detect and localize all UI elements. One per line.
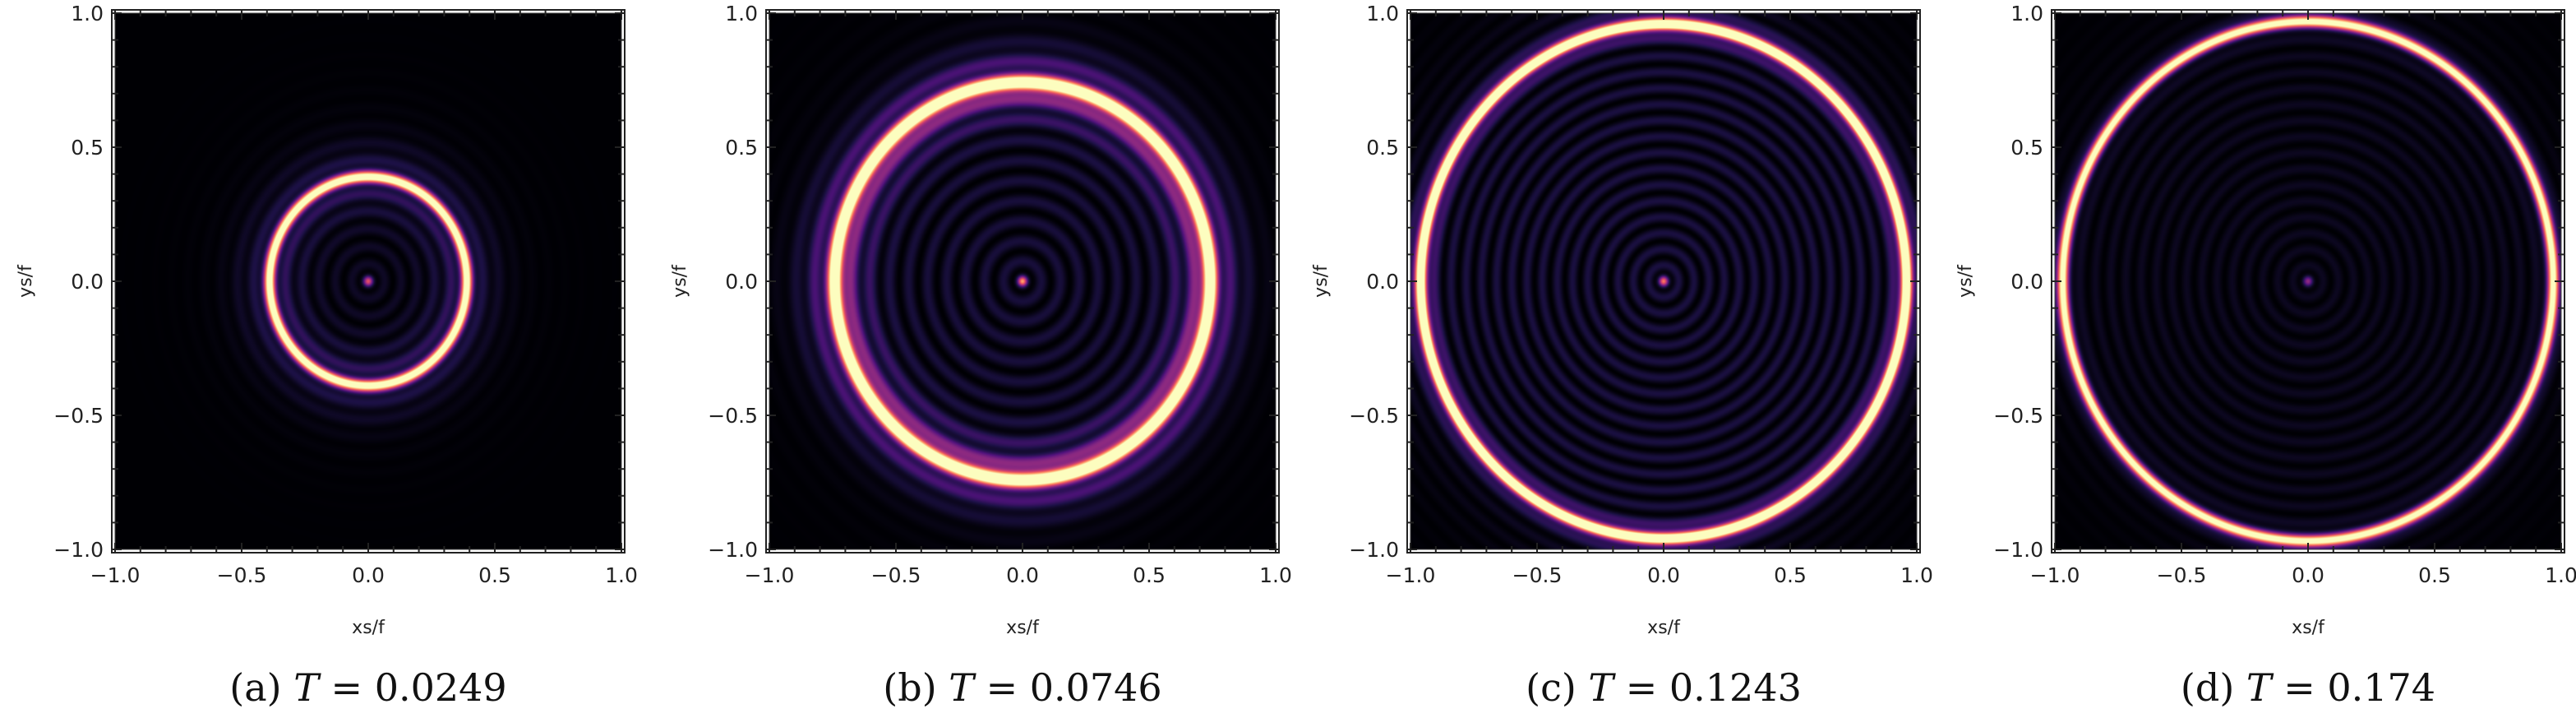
panel-d: −1.0 −0.5 0.0 0.5 1.0 −1.0 −0.5 0.0 0.5 1.0 xs/f ys…: [1955, 2, 2576, 710]
y-tick-label: 0.0: [1366, 270, 1399, 294]
intensity-map: [769, 13, 1276, 549]
caption-value: = 0.0746: [974, 665, 1162, 710]
y-tick-label: 1.0: [71, 2, 104, 25]
x-tick-label: −1.0: [90, 563, 141, 587]
ticks: [2052, 10, 2564, 553]
y-tick-label: 0.5: [2010, 136, 2043, 160]
x-tick-label: −0.5: [217, 563, 267, 587]
caption-value: = 0.1243: [1613, 665, 1802, 710]
y-tick-label: −1.0: [1349, 538, 1399, 562]
x-tick-label: 1.0: [1259, 563, 1292, 587]
y-tick-label: 0.0: [71, 270, 104, 294]
panel-caption: (d) T = 0.174: [2181, 665, 2435, 710]
panel-caption: (c) T = 0.1243: [1526, 665, 1802, 710]
x-axis-label: xs/f: [1647, 618, 1681, 638]
caption-label: (c): [1526, 665, 1588, 710]
x-tick-label: 0.5: [2418, 563, 2451, 587]
y-tick-label: 1.0: [725, 2, 758, 25]
panel-caption: (a) T = 0.0249: [229, 665, 506, 710]
y-tick-label: 1.0: [1366, 2, 1399, 25]
y-axis-label: ys/f: [1955, 264, 1976, 298]
caption-value: = 0.0249: [319, 665, 507, 710]
x-tick-label: 0.0: [1647, 563, 1680, 587]
y-tick-label: 0.0: [725, 270, 758, 294]
intensity-map: [2055, 13, 2561, 549]
x-tick-label: 0.5: [1774, 563, 1807, 587]
x-tick-label: −0.5: [871, 563, 921, 587]
caption-variable: T: [293, 665, 321, 710]
ticks: [112, 10, 625, 553]
x-tick-label: 0.0: [1006, 563, 1039, 587]
x-axis-label: xs/f: [1006, 618, 1040, 638]
x-tick-label: 0.5: [478, 563, 511, 587]
heatmap: [2055, 13, 2561, 549]
heatmap: [769, 13, 1276, 549]
ticks: [1407, 10, 1920, 553]
x-tick-label: −1.0: [2030, 563, 2080, 587]
y-tick-label: −0.5: [708, 404, 758, 428]
x-axis-label: xs/f: [352, 618, 385, 638]
caption-value: = 0.174: [2272, 665, 2435, 710]
x-tick-label: 0.0: [2292, 563, 2324, 587]
y-tick-label: −1.0: [53, 538, 104, 562]
caption-label: (a): [229, 665, 293, 710]
y-tick-label: −0.5: [1993, 404, 2043, 428]
x-axis-label: xs/f: [2292, 618, 2325, 638]
intensity-map: [1410, 13, 1917, 549]
y-axis-label: ys/f: [1311, 264, 1332, 298]
panel-a: −1.0 −0.5 0.0 0.5 1.0 −1.0 −0.5 0.0 0.5 1.0 xs/f ys…: [16, 2, 638, 710]
y-axis-label: ys/f: [16, 264, 36, 298]
y-tick-label: −1.0: [708, 538, 758, 562]
intensity-map: [115, 13, 621, 549]
x-tick-label: −1.0: [745, 563, 795, 587]
y-tick-label: 1.0: [2010, 2, 2043, 25]
y-tick-label: 0.5: [725, 136, 758, 160]
heatmap: [115, 13, 621, 549]
caption-label: (d): [2181, 665, 2246, 710]
y-tick-label: 0.5: [71, 136, 104, 160]
caption-label: (b): [883, 665, 949, 710]
x-tick-label: 0.0: [352, 563, 385, 587]
panel-c: −1.0 −0.5 0.0 0.5 1.0 −1.0 −0.5 0.0 0.5 1.0 xs/f ys…: [1311, 2, 1933, 710]
x-tick-label: 1.0: [1900, 563, 1933, 587]
caption-variable: T: [1588, 665, 1616, 710]
x-tick-label: 0.5: [1133, 563, 1166, 587]
caption-variable: T: [949, 665, 976, 710]
y-tick-label: 0.0: [2010, 270, 2043, 294]
panel-b: −1.0 −0.5 0.0 0.5 1.0 −1.0 −0.5 0.0 0.5 1.0 xs/f ys…: [670, 2, 1292, 710]
y-tick-label: −0.5: [1349, 404, 1399, 428]
x-tick-label: −0.5: [2157, 563, 2207, 587]
y-tick-label: 0.5: [1366, 136, 1399, 160]
x-tick-label: −0.5: [1512, 563, 1563, 587]
y-axis-label: ys/f: [670, 264, 690, 298]
y-tick-label: −1.0: [1993, 538, 2043, 562]
x-tick-label: 1.0: [605, 563, 638, 587]
caption-variable: T: [2246, 665, 2274, 710]
y-tick-label: −0.5: [53, 404, 104, 428]
heatmap: [1410, 13, 1917, 549]
panel-caption: (b) T = 0.0746: [883, 665, 1161, 710]
x-tick-label: −1.0: [1386, 563, 1436, 587]
x-tick-label: 1.0: [2545, 563, 2576, 587]
ticks: [766, 10, 1279, 553]
